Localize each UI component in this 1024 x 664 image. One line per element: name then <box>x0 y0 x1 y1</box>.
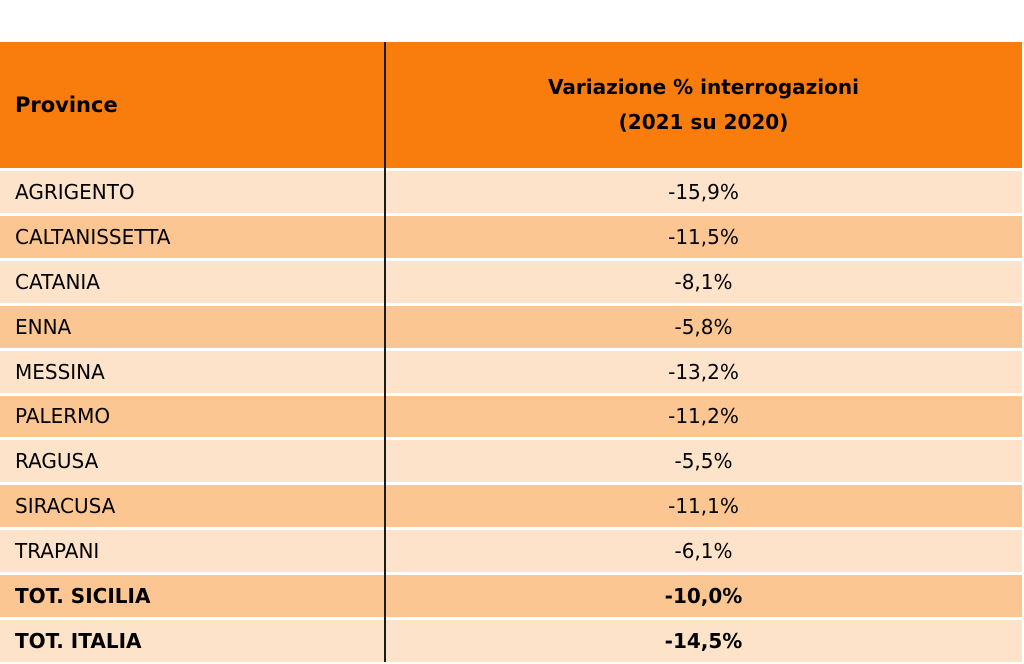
header-variation-label-line1: Variazione % interrogazioni <box>548 75 859 99</box>
value-cell-label: -11,1% <box>668 494 739 519</box>
province-cell: TOT. ITALIA <box>0 620 385 662</box>
province-cell: ENNA <box>0 306 385 348</box>
province-cell: TOT. SICILIA <box>0 575 385 617</box>
value-cell-label: -13,2% <box>668 359 739 384</box>
province-cell: CATANIA <box>0 261 385 303</box>
value-cell: -5,8% <box>385 306 1022 348</box>
table-row: TOT. ITALIA -14,5% <box>0 620 1022 662</box>
table-row: AGRIGENTO -15,9% <box>0 171 1022 213</box>
province-cell-label: RAGUSA <box>15 449 99 474</box>
value-cell-label: -8,1% <box>674 269 733 294</box>
value-cell: -11,1% <box>385 485 1022 527</box>
column-divider-line <box>384 42 386 662</box>
province-cell: TRAPANI <box>0 530 385 572</box>
header-variation-label-line2: (2021 su 2020) <box>618 110 789 134</box>
value-cell: -14,5% <box>385 620 1022 662</box>
value-cell-label: -14,5% <box>664 629 743 654</box>
province-cell: MESSINA <box>0 351 385 393</box>
value-cell: -11,5% <box>385 216 1022 258</box>
value-cell-label: -11,2% <box>668 404 739 429</box>
province-cell-label: MESSINA <box>15 359 105 384</box>
value-cell: -5,5% <box>385 440 1022 482</box>
value-cell: -8,1% <box>385 261 1022 303</box>
table-row: MESSINA -13,2% <box>0 350 1022 393</box>
table-row: RAGUSA -5,5% <box>0 440 1022 483</box>
province-cell: CALTANISSETTA <box>0 216 385 258</box>
table-row: CATANIA -8,1% <box>0 260 1022 303</box>
province-cell-label: CATANIA <box>15 269 100 294</box>
value-cell: -13,2% <box>385 351 1022 393</box>
header-province-label: Province <box>15 93 118 117</box>
value-cell: -11,2% <box>385 396 1022 438</box>
province-cell: AGRIGENTO <box>0 171 385 213</box>
table-row: TRAPANI -6,1% <box>0 530 1022 573</box>
header-cell-variation: Variazione % interrogazioni (2021 su 202… <box>385 42 1022 168</box>
table-row: CALTANISSETTA -11,5% <box>0 215 1022 258</box>
province-cell-label: AGRIGENTO <box>15 179 135 204</box>
value-cell: -10,0% <box>385 575 1022 617</box>
table-row: SIRACUSA -11,1% <box>0 485 1022 528</box>
value-cell-label: -6,1% <box>674 539 733 564</box>
value-cell-label: -5,8% <box>674 314 733 339</box>
value-cell-label: -11,5% <box>668 224 739 249</box>
province-cell-label: TRAPANI <box>15 539 100 564</box>
table-row: TOT. SICILIA -10,0% <box>0 575 1022 618</box>
value-cell: -15,9% <box>385 171 1022 213</box>
value-cell-label: -15,9% <box>668 179 739 204</box>
province-cell-label: SIRACUSA <box>15 494 116 519</box>
provinces-variation-table: Province Variazione % interrogazioni (20… <box>0 42 1022 662</box>
table-header-row: Province Variazione % interrogazioni (20… <box>0 42 1022 168</box>
table-row: PALERMO -11,2% <box>0 395 1022 438</box>
value-cell: -6,1% <box>385 530 1022 572</box>
province-cell-label: ENNA <box>15 314 72 339</box>
province-cell-label: CALTANISSETTA <box>15 224 171 249</box>
province-cell-label: TOT. ITALIA <box>15 629 142 654</box>
table-row: ENNA -5,8% <box>0 305 1022 348</box>
value-cell-label: -5,5% <box>674 449 733 474</box>
province-cell: PALERMO <box>0 396 385 438</box>
province-cell-label: TOT. SICILIA <box>15 584 151 609</box>
value-cell-label: -10,0% <box>664 584 743 609</box>
header-cell-province: Province <box>0 42 385 168</box>
province-cell: RAGUSA <box>0 440 385 482</box>
province-cell-label: PALERMO <box>15 404 111 429</box>
province-cell: SIRACUSA <box>0 485 385 527</box>
